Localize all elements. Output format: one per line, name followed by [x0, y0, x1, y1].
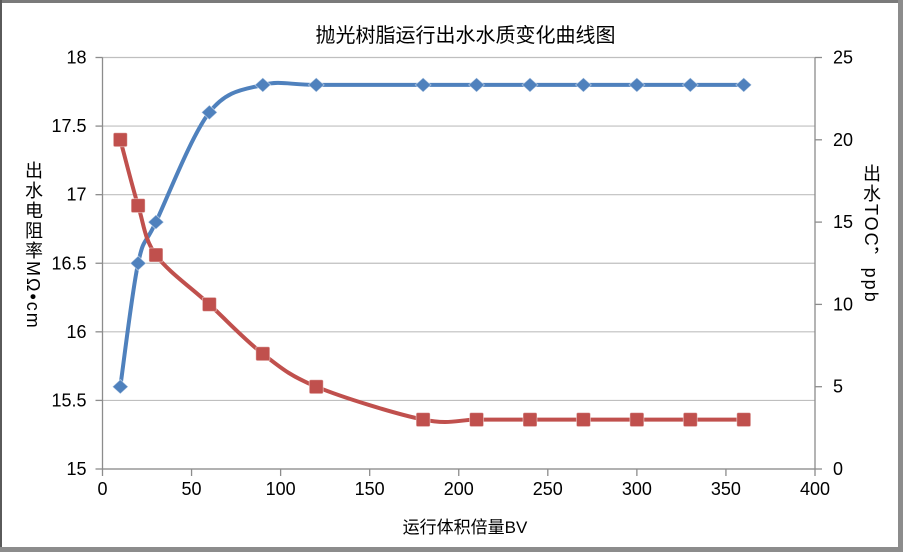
- right-tick-label-15: 15: [833, 212, 853, 232]
- frame-right-border: [898, 0, 903, 552]
- marker-square-出水TOC-2: [148, 247, 164, 263]
- x-tick-label-100: 100: [266, 479, 296, 499]
- right-tick-label-0: 0: [833, 459, 843, 479]
- x-tick-label-300: 300: [622, 479, 652, 499]
- right-tick-label-10: 10: [833, 294, 853, 314]
- right-tick-label-5: 5: [833, 377, 843, 397]
- marker-square-出水TOC-8: [522, 412, 538, 428]
- series-line-出水电阻率: [118, 80, 746, 389]
- marker-square-出水TOC-12: [736, 412, 752, 428]
- x-tick-label-0: 0: [97, 479, 107, 499]
- left-tick-label-16.5: 16.5: [51, 253, 86, 273]
- marker-square-出水TOC-3: [201, 296, 217, 312]
- left-tick-label-17.5: 17.5: [51, 116, 86, 136]
- marker-diamond-出水电阻率-6: [414, 77, 432, 93]
- marker-square-出水TOC-6: [415, 412, 431, 428]
- marker-square-出水TOC-1: [130, 198, 146, 214]
- marker-square-出水TOC-0: [112, 132, 128, 148]
- x-axis-title: 运行体积倍量BV: [402, 518, 528, 537]
- marker-square-出水TOC-10: [629, 412, 645, 428]
- marker-diamond-出水电阻率-9: [574, 77, 592, 93]
- frame-left-border: [0, 0, 2, 552]
- marker-diamond-出水电阻率-2: [147, 214, 165, 230]
- left-tick-label-17: 17: [66, 185, 86, 205]
- marker-diamond-出水电阻率-1: [129, 255, 147, 272]
- marker-diamond-出水电阻率-7: [468, 77, 486, 93]
- x-tick-label-200: 200: [444, 479, 474, 499]
- right-tick-label-20: 20: [833, 130, 853, 150]
- marker-diamond-出水电阻率-5: [307, 77, 325, 93]
- x-tick-label-350: 350: [711, 479, 741, 499]
- marker-square-出水TOC-5: [308, 379, 324, 395]
- series-line-出水TOC: [118, 137, 746, 425]
- frame-bottom-border: [0, 547, 903, 552]
- marker-diamond-出水电阻率-12: [735, 77, 753, 93]
- marker-diamond-出水电阻率-0: [111, 378, 129, 395]
- frame-top-border: [0, 0, 903, 3]
- left-tick-label-16: 16: [66, 322, 86, 342]
- marker-square-出水TOC-4: [255, 346, 271, 362]
- marker-diamond-出水电阻率-8: [521, 77, 539, 93]
- marker-diamond-出水电阻率-11: [681, 77, 699, 93]
- left-tick-label-15.5: 15.5: [51, 390, 86, 410]
- marker-square-出水TOC-9: [575, 412, 591, 428]
- marker-square-出水TOC-7: [469, 412, 485, 428]
- marker-diamond-出水电阻率-4: [254, 77, 272, 93]
- marker-diamond-出水电阻率-3: [200, 104, 218, 121]
- chart-title: 抛光树脂运行出水水质变化曲线图: [315, 25, 616, 47]
- x-tick-label-400: 400: [800, 479, 830, 499]
- x-tick-label-50: 50: [182, 479, 202, 499]
- left-axis-title: 出水电阻率MΩ•cm: [23, 161, 43, 330]
- left-tick-label-18: 18: [66, 48, 86, 68]
- right-axis-title: 出水TOC，ppb: [861, 164, 881, 304]
- left-tick-label-15: 15: [66, 459, 86, 479]
- x-tick-label-250: 250: [533, 479, 563, 499]
- x-tick-label-150: 150: [355, 479, 385, 499]
- marker-diamond-出水电阻率-10: [628, 77, 646, 93]
- marker-square-出水TOC-11: [682, 412, 698, 428]
- right-tick-label-25: 25: [833, 48, 853, 68]
